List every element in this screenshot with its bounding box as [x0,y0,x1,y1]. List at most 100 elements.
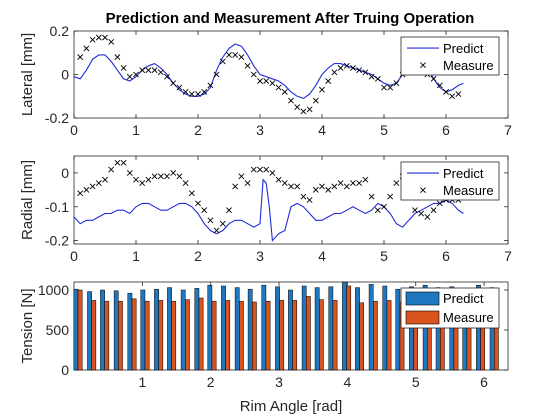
measure-point [244,180,251,186]
measure-bar [104,300,110,371]
marker-stroke [83,45,90,52]
measure-point [312,186,319,193]
marker-stroke [325,78,332,84]
x-tick-label: 2 [207,374,215,390]
marker-stroke [257,78,263,84]
marker-stroke [306,106,313,113]
measure-point [145,67,152,74]
measure-point [232,52,239,58]
measure-point [182,180,189,186]
measure-bar [144,300,150,371]
measure-point [430,75,437,82]
marker-stroke [288,97,294,104]
marker-stroke [300,193,307,200]
marker-stroke [449,93,456,100]
x-tick-label: 3 [256,122,264,138]
y-axis-label: Radial [mm] [19,160,36,240]
x-axis-label: Rim Angle [rad] [240,398,343,415]
measure-point [331,183,338,190]
predict-bar [113,290,119,371]
marker-stroke [164,173,170,180]
predict-bar [288,289,293,371]
measure-point [306,106,313,113]
measure-point [77,54,84,61]
measure-point [213,71,220,78]
marker-stroke [232,183,239,190]
measure-bar [386,300,392,371]
marker-stroke [356,180,363,186]
marker-stroke [300,108,307,115]
predict-bar [342,281,347,371]
measure-bar [373,300,378,371]
x-tick-label: 6 [480,374,488,390]
marker-stroke [139,180,146,186]
measure-point [139,67,146,74]
marker-stroke [436,82,443,89]
marker-stroke [418,210,425,217]
marker-stroke [114,159,121,166]
measure-point [350,180,356,186]
marker-stroke [306,197,313,203]
measure-bar [279,300,285,371]
marker-stroke [182,180,189,186]
measure-point [368,193,375,200]
marker-stroke [151,67,158,74]
marker-stroke [207,217,214,224]
measure-point [207,82,214,89]
marker-stroke [362,176,369,183]
marker-stroke [424,214,431,220]
measure-point [331,69,338,76]
marker-stroke [195,200,201,207]
marker-stroke [350,180,356,186]
legend: Predict Measure [400,36,500,76]
measure-bar [171,300,177,371]
marker-stroke [337,65,344,71]
marker-stroke [89,36,96,43]
marker-stroke [393,180,400,186]
measure-point [77,190,84,197]
predict-bar [234,287,240,371]
measure-point [250,166,257,173]
marker-stroke [331,69,338,76]
predict-bar [140,289,146,371]
marker-stroke [319,86,325,93]
x-tick-label: 7 [504,248,512,264]
measure-bar [77,289,83,371]
x-tick-label: 0 [70,122,78,138]
marker-stroke [250,166,257,173]
marker-stroke [393,80,400,87]
y-tick-label: -0.2 [45,233,69,249]
measure-point [108,38,115,45]
legend-predict-label: Predict [443,166,484,181]
radial-panel: -0.2 -0.1 0 0 1 2 3 4 5 6 7 Radial [mm] Predict Measu… [19,155,512,264]
marker-stroke [83,186,90,193]
measure-point [83,186,90,193]
measure-point [201,88,208,95]
marker-stroke [133,176,139,183]
marker-stroke [145,176,152,183]
predict-bar [167,287,172,371]
measure-bar [319,299,324,371]
marker-stroke [368,193,375,200]
tension-panel: 0 500 1000 1 2 3 4 5 6 Tension [N] Rim Angle [rad]… [19,281,509,415]
x-tick-label: 3 [256,248,264,264]
marker-stroke [157,173,164,180]
y-tick-label: 0 [61,67,69,83]
measure-point [436,82,443,89]
measure-point [182,88,189,95]
measure-point [337,65,344,71]
marker-stroke [381,84,387,91]
measure-point [95,180,102,186]
marker-stroke [108,38,115,45]
marker-stroke [226,207,232,214]
marker-stroke [381,203,387,210]
predict-bar [73,288,79,371]
marker-stroke [374,75,381,82]
x-tick-label: 1 [132,122,140,138]
measure-point [362,69,369,76]
marker-stroke [238,54,245,61]
x-tick-label: 6 [442,248,450,264]
marker-stroke [368,73,375,80]
